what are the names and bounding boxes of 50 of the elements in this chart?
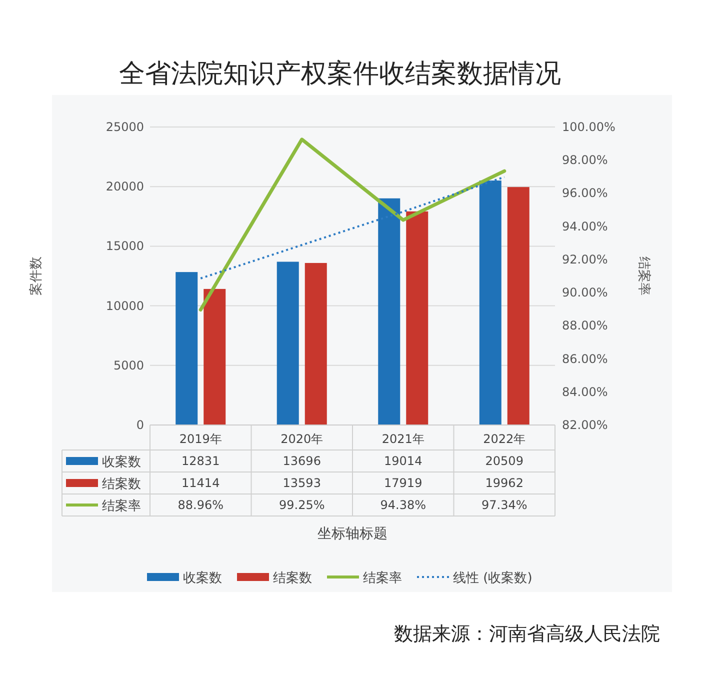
legend-label: 线性 (收案数) [453, 570, 532, 586]
y-tick-label: 0 [136, 418, 144, 432]
legend-label: 结案数 [102, 476, 141, 492]
y2-tick-label: 100.00% [562, 120, 616, 134]
bar [378, 198, 400, 425]
data-label: 17919 [384, 476, 422, 490]
legend-label: 收案数 [102, 454, 141, 470]
x-tick-label: 2020年 [280, 432, 324, 446]
data-label: 19014 [384, 454, 422, 468]
bar [479, 180, 502, 425]
y-tick-label: 5000 [113, 358, 144, 372]
x-tick-label: 2019年 [179, 432, 222, 446]
data-label: 20509 [485, 454, 524, 468]
y2-tick-label: 86.00% [562, 352, 608, 366]
data-label: 13593 [282, 476, 321, 490]
legend-label: 结案率 [102, 498, 141, 514]
y2-tick-label: 92.00% [562, 252, 608, 266]
y-tick-label: 15000 [106, 239, 144, 254]
y-tick-label: 25000 [106, 120, 144, 134]
y2-tick-label: 90.00% [562, 286, 608, 300]
x-tick-label: 2022年 [483, 432, 526, 446]
y2-axis-title: 结案率 [636, 256, 652, 296]
bar [204, 288, 226, 425]
data-label: 88.96% [178, 498, 224, 512]
y2-tick-label: 94.00% [562, 219, 608, 234]
data-label: 99.25% [278, 498, 325, 512]
y2-tick-label: 88.00% [562, 318, 608, 333]
bar [406, 211, 428, 425]
data-label: 13696 [282, 454, 321, 468]
y2-tick-label: 96.00% [562, 186, 608, 200]
y-tick-label: 20000 [106, 180, 144, 194]
data-label: 11414 [182, 476, 220, 490]
chart-title: 全省法院知识产权案件收结案数据情况 [119, 59, 561, 89]
y2-tick-label: 84.00% [562, 384, 608, 399]
data-label: 12831 [182, 454, 220, 468]
x-tick-label: 2021年 [382, 432, 424, 446]
y-tick-label: 10000 [106, 298, 144, 313]
text: 坐标轴标题 [318, 526, 388, 542]
bar [507, 187, 530, 425]
bar [276, 262, 299, 425]
bar [304, 262, 327, 425]
y2-tick-label: 82.00% [562, 418, 608, 432]
data-label: 94.38% [380, 498, 426, 512]
bar [176, 272, 198, 425]
legend: 收案数 结案数 结案率 线性 (收案数) [147, 571, 532, 586]
data-label: 19962 [485, 476, 524, 490]
y-axis-title: 案件数 [28, 256, 44, 296]
data-label: 97.34% [481, 498, 528, 512]
y2-tick-label: 98.00% [562, 153, 608, 168]
source-note: 数据来源：河南省高级人民法院 [394, 623, 660, 645]
